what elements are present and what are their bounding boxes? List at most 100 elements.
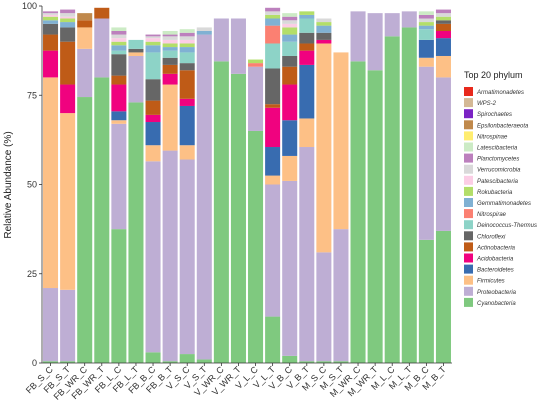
bar-segment-V_S_T-Proteobacteria: [196, 34, 212, 360]
bar-segment-FB_B_C-Bacteroidetes: [145, 122, 161, 146]
bar-segment-FB_S_T-Planctomycetes: [60, 9, 76, 14]
bar-segment-V_B_C-Acidobacteria: [282, 84, 298, 121]
bar-segment-FB_B_T-Planctomycetes: [162, 34, 178, 37]
bar-segment-FB_L_T-Proteobacteria: [128, 55, 144, 103]
legend-label-Bacteroidetes: Bacteroidetes: [477, 268, 514, 274]
bar-segment-M_B_C-Verrucomicrobia: [418, 18, 434, 23]
bar-segment-V_S_C-Deinococcus-Thermus: [179, 52, 195, 64]
bar-segment-M_S_C-Gemmatimonadetes: [316, 25, 332, 33]
legend-swatch-Rokubacteria: [464, 186, 473, 196]
bar-segment-M_B_C-Cyanobacteria: [418, 239, 434, 363]
bar-segment-M_B_C-Planctomycetes: [418, 14, 434, 19]
bar-segment-V_L_C-Rokubacteria: [248, 59, 264, 64]
bar-segment-V_B_T-Acidobacteria: [299, 50, 315, 65]
legend-label-Planctomycetes: Planctomycetes: [477, 157, 519, 163]
legend-swatch-Acidobacteria: [464, 253, 473, 263]
bar-segment-FB_S_T-Cyanobacteria: [60, 361, 76, 363]
bar-segment-FB_S_T-Chloroflexi: [60, 27, 76, 42]
bar-segment-FB_B_T-Actinobacteria: [162, 64, 178, 74]
y-tick-label-0: 0: [32, 358, 37, 368]
bar-segment-FB_B_T-Patescibacteria: [162, 39, 178, 44]
bar-segment-V_B_T-Gemmatimonadetes: [299, 14, 315, 19]
bar-segment-V_L_C-Proteobacteria: [248, 66, 264, 131]
bar-segment-V_L_T-Planctomycetes: [265, 7, 281, 12]
bar-segment-FB_B_C-Proteobacteria: [145, 161, 161, 353]
bar-segment-V_S_C-Cyanobacteria: [179, 354, 195, 363]
bar-segment-V_B_C-Patescibacteria: [282, 23, 298, 28]
bar-segment-M_B_C-Gemmatimonadetes: [418, 25, 434, 30]
bar-segment-FB_WR_C-Cyanobacteria: [77, 97, 93, 363]
bar-segment-FB_S_T-Firmicutes: [60, 113, 76, 290]
bar-segment-FB_B_T-Cyanobacteria: [162, 361, 178, 363]
bar-segment-FB_B_T-Verrucomicrobia: [162, 36, 178, 40]
legend-swatch-Gemmatimonadetes: [464, 198, 473, 207]
bar-segment-V_S_T-Cyanobacteria: [196, 359, 212, 363]
bar-segment-V_B_T-Firmicutes: [299, 118, 315, 148]
bar-segment-FB_S_C-Firmicutes: [43, 77, 59, 289]
bar-segment-V_L_T-Nitrospirae: [265, 25, 281, 44]
bar-segment-V_S_C-Verrucomicrobia: [179, 36, 195, 40]
bar-segment-FB_B_C-Chloroflexi: [145, 79, 161, 101]
bar-segment-V_L_C-Nitrospirae: [248, 63, 264, 67]
bar-segment-V_B_C-Rokubacteria: [282, 27, 298, 35]
bar-segment-FB_B_T-Gemmatimonadetes: [162, 47, 178, 51]
bar-segment-M_S_C-Firmicutes: [316, 43, 332, 253]
bar-segment-M_B_C-Bacteroidetes: [418, 39, 434, 58]
legend-swatch-Actinobacteria: [464, 242, 473, 252]
legend: Top 20 phylum Armatimonadetes WPS-2 Spiroc…: [464, 70, 537, 307]
bar-segment-V_S_C-Firmicutes: [179, 145, 195, 160]
bar-segment-FB_B_T-Proteobacteria: [162, 150, 178, 362]
y-tick-label-100: 100: [22, 1, 37, 11]
bar-segment-V_L_T-Proteobacteria: [265, 184, 281, 317]
bar-segment-V_L_T-Firmicutes: [265, 175, 281, 185]
y-tick-label-50: 50: [27, 180, 37, 190]
x-axis: FB_S_CFB_S_TFB_WR_CFB_WR_TFB_L_CFB_L_TFB…: [24, 362, 452, 402]
bar-segment-M_L_T-Cyanobacteria: [401, 27, 417, 363]
legend-swatch-Spirochaetes: [464, 109, 473, 119]
legend-label-Nitrospinae: Nitrospinae: [477, 134, 508, 140]
bar-segment-FB_S_T-Gemmatimonadetes: [60, 22, 76, 28]
bar-segment-M_B_T-Cyanobacteria: [435, 230, 451, 363]
bar-segment-FB_S_T-Rokubacteria: [60, 18, 76, 23]
legend-swatch-Deinococcus-Thermus: [464, 220, 473, 230]
legend-label-Gemmatimonadetes: Gemmatimonadetes: [477, 201, 531, 207]
bar-segment-FB_L_C-Bacteroidetes: [111, 111, 127, 121]
bar-segment-FB_B_C-Planctomycetes: [145, 34, 161, 37]
legend-label-Verrucomicrobia: Verrucomicrobia: [477, 168, 521, 174]
legend-label-Epsilonbacteraeota: Epsilonbacteraeota: [477, 123, 529, 129]
bar-segment-FB_WR_T-Actinobacteria: [94, 7, 110, 19]
bar-segment-FB_L_C-Firmicutes: [111, 120, 127, 124]
bar-segment-M_B_T-Firmicutes: [435, 55, 451, 78]
bar-segment-FB_S_C-Gemmatimonadetes: [43, 20, 59, 24]
legend-label-Cyanobacteria: Cyanobacteria: [477, 301, 516, 307]
legend-swatch-Chloroflexi: [464, 231, 473, 241]
bar-segment-M_B_T-Proteobacteria: [435, 77, 451, 231]
bar-segment-V_B_C-Planctomycetes: [282, 16, 298, 21]
bar-segment-V_L_T-Rokubacteria: [265, 14, 281, 19]
bar-segment-V_S_T-Verrucomicrobia: [196, 27, 212, 31]
legend-swatch-Nitrospinae: [464, 131, 473, 141]
bar-segment-FB_S_C-Planctomycetes: [43, 11, 59, 14]
bar-segment-V_S_C-Planctomycetes: [179, 32, 195, 37]
legend-swatch-Armatimonadetes: [464, 87, 473, 96]
bar-segment-V_S_C-Bacteroidetes: [179, 105, 195, 146]
bar-segment-FB_L_C-Gemmatimonadetes: [111, 45, 127, 51]
bar-segment-FB_WR_C-Actinobacteria: [77, 20, 93, 28]
bar-segment-FB_L_C-Actinobacteria: [111, 75, 127, 85]
bar-segment-FB_B_T-Rokubacteria: [162, 43, 178, 48]
legend-label-Spirochaetes: Spirochaetes: [477, 112, 512, 118]
y-tick-label-25: 25: [27, 269, 37, 279]
bar-segment-V_B_C-Verrucomicrobia: [282, 20, 298, 24]
legend-label-Nitrospirae: Nitrospirae: [477, 212, 507, 218]
bar-segment-V_B_C-Firmicutes: [282, 155, 298, 181]
bar-segment-V_B_T-Proteobacteria: [299, 147, 315, 362]
bar-segment-V_S_T-Gemmatimonadetes: [196, 30, 212, 35]
bar-segment-M_L_C-Proteobacteria: [384, 13, 400, 37]
bar-segment-V_WR_C-Proteobacteria: [213, 18, 229, 62]
bar-segment-FB_B_C-Cyanobacteria: [145, 352, 161, 363]
legend-label-Actinobacteria: Actinobacteria: [476, 245, 516, 251]
bar-segment-V_L_T-Chloroflexi: [265, 68, 281, 105]
bar-segment-V_B_T-Chloroflexi: [299, 32, 315, 44]
bar-segment-FB_L_T-Chloroflexi: [128, 48, 144, 53]
